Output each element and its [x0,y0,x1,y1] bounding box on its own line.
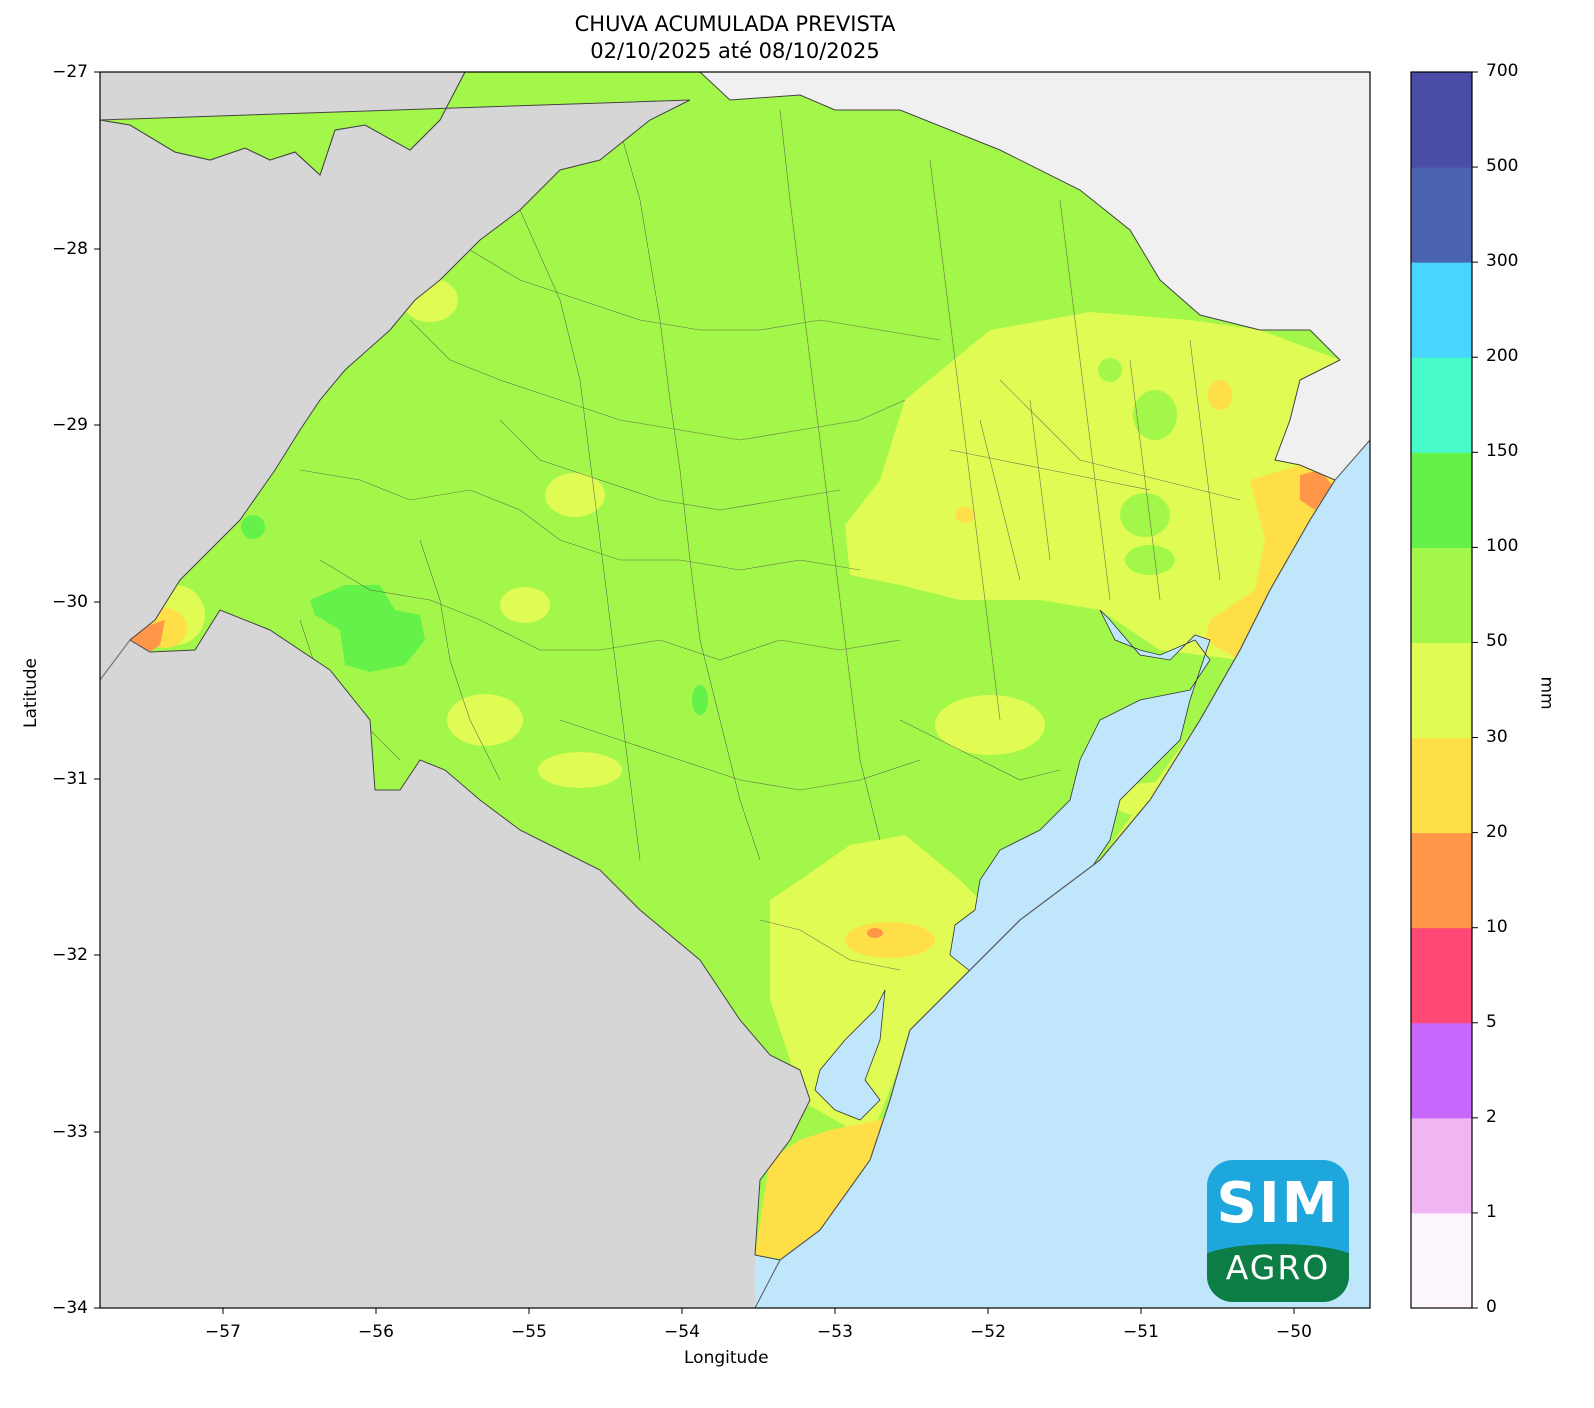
y-tick-label: −29 [52,415,88,435]
colorbar-tick-label: 500 [1486,156,1519,177]
rain-patch-30-50 [935,695,1045,755]
rain-area-10-20 [130,620,165,652]
y-tick-label: −33 [52,1122,88,1142]
colorbar-bin-0-1 [1411,1212,1472,1309]
colorbar-bin-20-30 [1411,737,1472,834]
x-tick-label: −57 [205,1322,241,1342]
colorbar-frame [1410,71,1473,1309]
rain-patch-30-50 [500,587,550,623]
colorbar-bin-300-500 [1411,167,1472,263]
colorbar-tick-label: 10 [1486,916,1508,937]
x-tick-label: −56 [358,1322,394,1342]
colorbar-tick-label: 50 [1486,631,1508,652]
rain-patch-100-150 [241,515,265,539]
y-tick-label: −30 [52,592,88,612]
x-tick-label: −52 [970,1322,1006,1342]
y-tick-label: −31 [52,769,88,789]
colorbar-bin-10-20 [1411,832,1472,929]
axis-tick-marks [94,71,1295,1314]
colorbar-tick-label: 150 [1486,441,1519,462]
sim-agro-logo: SIM AGRO [1207,1160,1349,1302]
border-line-west [100,639,131,681]
x-tick-label: −50 [1276,1322,1312,1342]
colorbar [1411,71,1478,1309]
santa-catarina-region [465,72,1370,480]
rain-area-100-150 [310,585,425,672]
x-tick-label: −55 [511,1322,547,1342]
map-subtitle-dates: 02/10/2025 até 08/10/2025 [590,39,880,63]
logo-sim-text: SIM [1216,1171,1340,1236]
colorbar-bin-150-200 [1411,357,1472,453]
lagoa-mirim [814,989,886,1121]
x-axis-label: Longitude [684,1348,769,1368]
rain-patch-20-30 [955,507,975,523]
logo-green-band [1207,1244,1349,1302]
y-tick-label: −34 [52,1298,88,1318]
lagoa-dos-patos [949,609,1211,976]
logo-agro-text: AGRO [1225,1248,1331,1287]
y-tick-label: −28 [52,239,88,259]
colorbar-tick-label: 30 [1486,726,1508,747]
colorbar-bin-2-5 [1411,1022,1472,1119]
y-tick-label: −32 [52,945,88,965]
colorbar-tick-label: 700 [1486,61,1519,81]
colorbar-bin-30-50 [1411,642,1472,739]
y-axis-label: Latitude [20,658,41,728]
rain-area-10-20 [1300,470,1332,510]
rain-patch-20-30 [845,922,935,958]
rain-patch-50-100 [1133,390,1177,440]
rain-patch-30-50 [447,694,523,746]
x-tick-label: −54 [664,1322,700,1342]
coastline [754,439,1371,1309]
rain-patch-30-50 [538,752,622,788]
colorbar-tick-label: 100 [1486,536,1519,557]
colorbar-tick-label: 200 [1486,346,1519,367]
atlantic-ocean [755,440,1370,1308]
colorbar-tick-label: 300 [1486,251,1519,272]
rain-area-20-30-south-coast [755,1100,910,1260]
rain-patch-10-20 [867,928,883,938]
rain-patch-50-100 [1120,493,1170,537]
rain-area-20-30-northeast-coast [1205,465,1335,660]
colorbar-unit-label: mm [1536,676,1557,710]
y-tick-label: −27 [52,62,88,82]
colorbar-bin-50-100 [1411,547,1472,643]
colorbar-bin-200-300 [1411,262,1472,358]
municipal-boundaries [299,109,1241,971]
x-tick-label: −53 [817,1322,853,1342]
colorbar-tick-label: 1 [1486,1201,1497,1222]
rain-patch-50-100 [1098,358,1122,382]
colorbar-tick-label: 20 [1486,821,1508,842]
colorbar-bin-100-150 [1411,452,1472,548]
colorbar-bin-500-700 [1411,72,1472,168]
colorbar-tick-label: 0 [1486,1297,1497,1317]
colorbar-tick-label: 2 [1486,1106,1497,1127]
rain-patch-30-50 [545,473,605,517]
rain-patch-50-100 [1125,545,1175,575]
rain-patch-20-30 [1208,380,1232,410]
colorbar-tick-label: 5 [1486,1011,1497,1032]
rain-patch-100-150 [692,685,708,715]
x-tick-label: −51 [1123,1322,1159,1342]
map-axes-frame [99,71,1371,1309]
colorbar-bin-1-2 [1411,1117,1472,1214]
colorbar-bin-5-10 [1411,927,1472,1024]
map-title: CHUVA ACUMULADA PREVISTA [574,12,896,36]
